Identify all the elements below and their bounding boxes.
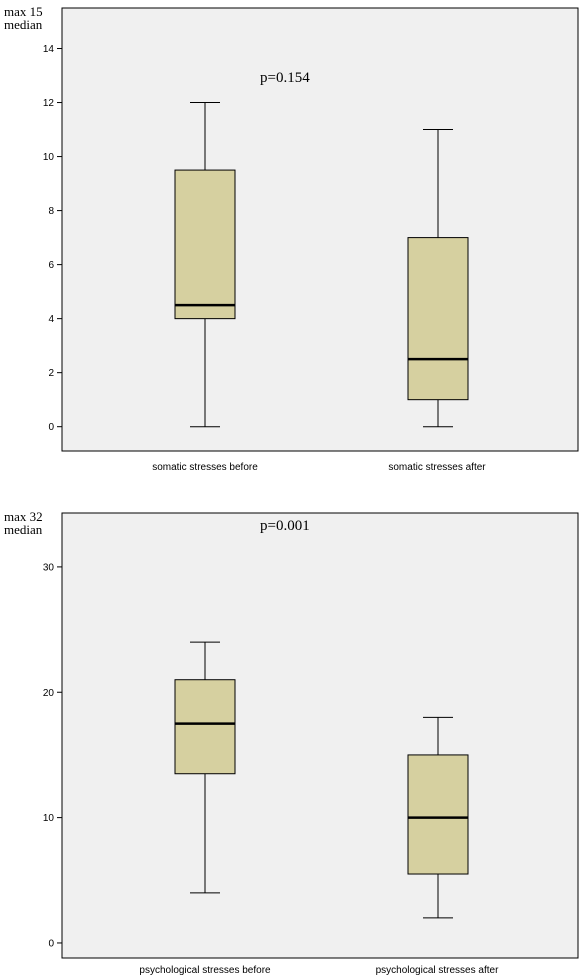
y-tick-label: 0 (48, 422, 54, 433)
y-axis-label-line-1: max 32 (4, 509, 43, 524)
y-axis-label-line-2: median (4, 17, 43, 32)
y-axis-label-line-2: median (4, 522, 43, 537)
iqr-box (407, 754, 469, 875)
y-axis-label-line-1: max 15 (4, 4, 43, 19)
y-tick-label: 10 (43, 152, 55, 163)
iqr-box (407, 237, 469, 401)
category-label-before: psychological stresses before (139, 965, 271, 976)
p-value-annotation: p=0.154 (260, 70, 310, 86)
category-label-after: psychological stresses after (376, 965, 500, 976)
box-series (174, 102, 469, 428)
y-tick-label: 20 (43, 688, 55, 699)
y-axis-ticks: 0 2 4 6 8 10 12 14 (43, 44, 62, 433)
y-tick-label: 12 (43, 98, 55, 109)
plot-area (61, 512, 579, 959)
box-after (407, 716, 469, 919)
y-tick-label: 4 (48, 314, 54, 325)
y-tick-label: 30 (43, 562, 55, 573)
box-before (174, 102, 236, 428)
y-tick-label: 10 (43, 813, 55, 824)
iqr-box (174, 679, 236, 775)
box-before (174, 641, 236, 894)
iqr-box (174, 169, 236, 320)
y-tick-label: 0 (48, 938, 54, 949)
chart-panel-somatic: max 15 median p=0.154 0 2 4 6 8 10 12 14 somati… (4, 4, 579, 473)
p-value-annotation: p=0.001 (260, 518, 310, 534)
y-axis-ticks: 0 10 20 30 (43, 562, 62, 949)
plot-area (61, 7, 579, 452)
category-label-after: somatic stresses after (388, 462, 486, 473)
y-tick-label: 2 (48, 368, 54, 379)
y-tick-label: 8 (48, 206, 54, 217)
chart-panel-psychological: max 32 median p=0.001 0 10 20 30 psychologi… (4, 509, 579, 976)
y-tick-label: 14 (43, 44, 55, 55)
box-series (174, 641, 469, 919)
box-after (407, 129, 469, 428)
category-label-before: somatic stresses before (152, 462, 258, 473)
y-tick-label: 6 (48, 260, 54, 271)
